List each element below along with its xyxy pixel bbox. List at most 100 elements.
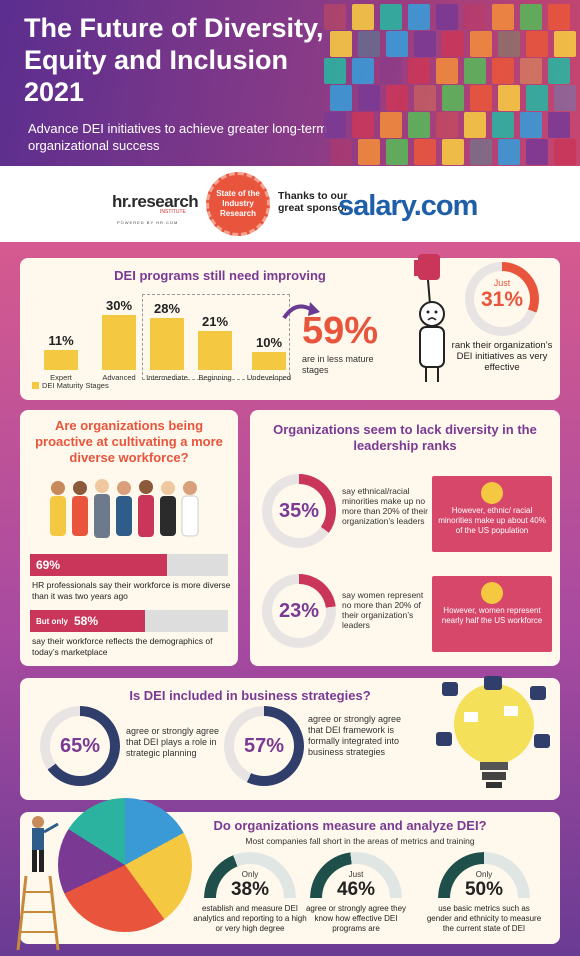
legend-label: DEI Maturity Stages <box>42 381 109 390</box>
stat-23-pct: 23% <box>272 584 326 638</box>
measure-dei-title: Do organizations measure and analyze DEI… <box>213 818 487 833</box>
face-tile <box>464 112 486 138</box>
stat-23-text: say women represent no more than 20% of … <box>342 590 424 630</box>
stat-35-ring: 35% <box>262 474 336 548</box>
face-tile <box>436 4 458 30</box>
face-tile <box>554 139 576 165</box>
state-of-industry-seal: State of the Industry Research <box>206 172 270 236</box>
bar-expert <box>44 349 78 370</box>
person-on-ladder-icon <box>16 816 60 951</box>
proactive-card: Are organizations being proactive at cul… <box>20 410 238 666</box>
face-tile <box>520 4 542 30</box>
bar-advanced <box>102 314 136 370</box>
face-tile <box>442 139 464 165</box>
face-tile <box>358 139 380 165</box>
face-tile <box>408 4 430 30</box>
face-tile <box>548 4 570 30</box>
lightbulb-icon <box>481 582 503 604</box>
face-tile <box>520 58 542 84</box>
stat-57-ring: 57% <box>224 706 304 786</box>
face-tile <box>492 4 514 30</box>
face-tile <box>526 85 548 111</box>
bar-pct-expert: 11% <box>48 332 74 348</box>
face-tile <box>386 85 408 111</box>
pie-chart-graphic <box>58 798 192 932</box>
face-tile <box>386 139 408 165</box>
face-tile <box>380 4 402 30</box>
face-tile <box>414 31 436 57</box>
stat-57-pct: 57% <box>234 716 294 776</box>
face-tile <box>408 58 430 84</box>
stat-65-pct: 65% <box>50 716 110 776</box>
hr-research-powered: POWERED BY HR.COM <box>117 220 179 225</box>
legend-swatch <box>32 382 39 389</box>
less-mature-pct: 59% <box>302 310 379 352</box>
gauge-label: Only <box>475 870 493 879</box>
face-tile <box>498 31 520 57</box>
face-tile <box>470 31 492 57</box>
bar-label-advanced: Advanced <box>102 373 136 382</box>
bar-label-beginning: Beginning <box>198 373 232 382</box>
gauge-pct: 50% <box>464 879 504 900</box>
business-strategy-card: Is DEI included in business strategies? … <box>20 678 560 800</box>
just-31-inner: Just 31% <box>474 271 530 327</box>
face-tile <box>520 112 542 138</box>
bar-pct-beginning: 21% <box>201 314 229 330</box>
gauge-pct: 38% <box>230 879 270 900</box>
face-tile <box>324 4 346 30</box>
curved-arrow-icon <box>282 302 320 320</box>
bar-undeveloped <box>252 351 286 370</box>
face-tile <box>498 85 520 111</box>
gauge-text: agree or strongly agree they know how ef… <box>305 904 407 933</box>
face-tile <box>442 85 464 111</box>
gauge-label: Only <box>241 870 259 879</box>
face-tile <box>492 58 514 84</box>
just-label: Just <box>493 278 511 288</box>
less-mature-bracket <box>142 294 290 380</box>
face-tile <box>414 139 436 165</box>
stat-69-text: HR professionals say their workforce is … <box>32 580 231 601</box>
face-tile <box>330 139 352 165</box>
page-subtitle: Advance DEI initiatives to achieve great… <box>28 121 328 153</box>
face-tile <box>324 112 346 138</box>
stat-58-text: say their workforce reflects the demogra… <box>32 636 213 657</box>
face-tile <box>352 112 374 138</box>
salary-com-logo: salary.com <box>338 190 478 222</box>
bar-beginning <box>198 331 232 370</box>
stat-65-text: agree or strongly agree that DEI plays a… <box>126 726 220 758</box>
stat-69-bar: 69% <box>30 554 228 576</box>
face-tile <box>330 31 352 57</box>
bar-pct-intermediate: 28% <box>153 301 181 317</box>
measure-dei-subtitle: Most companies fall short in the areas o… <box>245 836 475 846</box>
women-note-box: However, women represent nearly half the… <box>432 576 552 652</box>
face-tile <box>386 31 408 57</box>
gauge-label: Just <box>348 870 364 879</box>
hr-research-institute: INSTITUTE <box>160 209 186 215</box>
minorities-note-text: However, ethnic/ racial minorities make … <box>438 506 546 535</box>
bar-pct-advanced: 30% <box>105 297 133 313</box>
face-tile <box>414 85 436 111</box>
leadership-card: Organizations seem to lack diversity in … <box>250 410 560 666</box>
dei-programs-title: DEI programs still need improving <box>114 268 326 283</box>
page-title: The Future of Diversity, Equity and Incl… <box>24 13 324 107</box>
bar-label-expert: Expert <box>50 373 72 382</box>
stat-58-pct: 58% <box>74 614 99 628</box>
face-tile <box>470 139 492 165</box>
bar-pct-undeveloped: 10% <box>255 334 283 350</box>
thumbs-down-person-icon <box>414 254 445 382</box>
thanks-text: Thanks to our great sponsor <box>278 190 349 214</box>
rank-effective-text: rank their organization’s DEI initiative… <box>451 340 553 373</box>
face-tile <box>436 58 458 84</box>
face-tile <box>470 85 492 111</box>
face-tile <box>554 31 576 57</box>
women-note-text: However, women represent nearly half the… <box>441 606 543 625</box>
just-31-pct: 31% <box>480 288 524 311</box>
face-tile <box>498 139 520 165</box>
stat-58-fill <box>30 610 145 632</box>
stat-58-bar: But only 58% <box>30 610 228 632</box>
face-tile <box>408 112 430 138</box>
face-tile <box>358 85 380 111</box>
hr-research-logo: hr.research <box>112 192 199 211</box>
face-tile <box>352 4 374 30</box>
